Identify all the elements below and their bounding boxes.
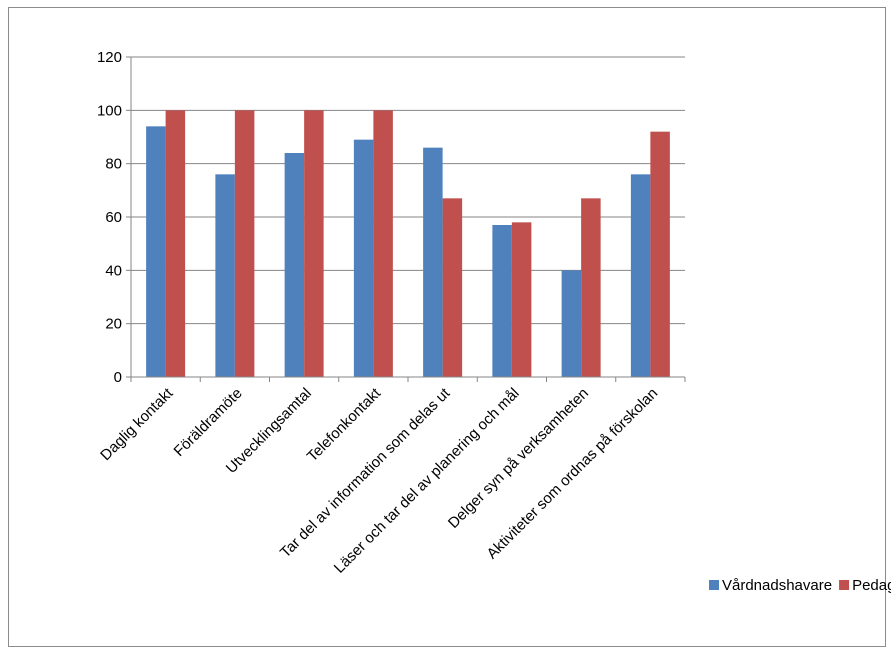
legend-label: Pedagoger	[852, 577, 891, 594]
legend-swatch-pedagoger	[839, 580, 850, 590]
y-tick-label: 100	[97, 102, 122, 119]
legend-swatch-vårdnadshavare	[709, 580, 719, 590]
y-tick-label: 40	[105, 262, 122, 279]
gridlines	[131, 56, 685, 325]
bar-pedagoger-6	[581, 198, 601, 377]
x-category-label: Föräldramöte	[171, 385, 246, 460]
bar-pedagoger-0	[165, 110, 186, 377]
bar-pedagoger-5	[511, 222, 532, 377]
legend: Vårdnadshavare Pedagoger	[709, 577, 891, 594]
x-category-label: Daglig kontakt	[97, 384, 177, 464]
bar-pedagoger-7	[650, 131, 670, 377]
bar-vårdnadshavare-4	[423, 147, 443, 377]
bars	[146, 110, 670, 377]
bar-pedagoger-3	[373, 110, 393, 377]
bar-vårdnadshavare-3	[353, 139, 374, 377]
bar-vårdnadshavare-5	[492, 225, 512, 377]
axes	[126, 56, 686, 382]
bar-vårdnadshavare-7	[630, 174, 651, 377]
y-tick-label: 0	[114, 369, 122, 386]
y-tick-label: 120	[97, 49, 122, 66]
bar-vårdnadshavare-6	[561, 270, 582, 377]
y-tick-label: 80	[105, 156, 122, 173]
bar-vårdnadshavare-0	[146, 126, 166, 377]
bar-pedagoger-2	[304, 110, 324, 377]
x-category-label: Delger syn på verksamheten	[445, 385, 592, 532]
legend-label: Vårdnadshavare	[722, 577, 832, 594]
bar-vårdnadshavare-2	[284, 153, 305, 377]
bar-pedagoger-4	[442, 198, 463, 377]
bar-pedagoger-1	[234, 110, 255, 377]
y-tick-label: 20	[105, 316, 122, 333]
bar-vårdnadshavare-1	[215, 174, 235, 377]
y-tick-label: 60	[105, 209, 122, 226]
